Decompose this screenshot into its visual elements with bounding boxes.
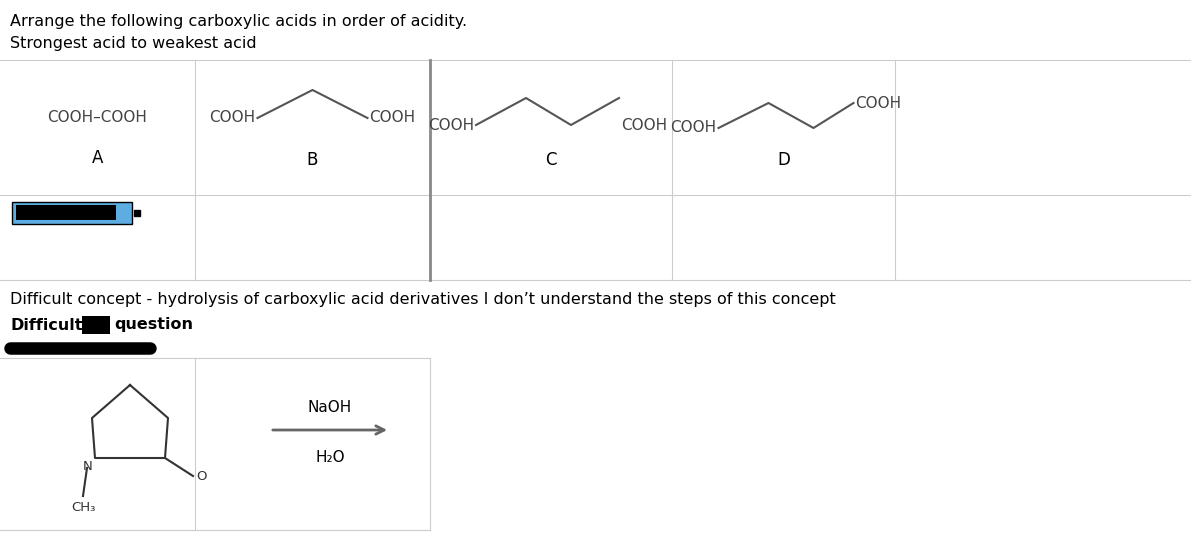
Text: Difficult: Difficult bbox=[10, 317, 83, 332]
Text: COOH: COOH bbox=[622, 117, 667, 132]
Text: B: B bbox=[307, 151, 318, 169]
Text: COOH: COOH bbox=[856, 95, 901, 110]
Text: NaOH: NaOH bbox=[308, 400, 352, 415]
Text: D: D bbox=[778, 151, 790, 169]
Text: O: O bbox=[196, 470, 206, 482]
Bar bbox=[12, 202, 132, 224]
Text: H₂O: H₂O bbox=[316, 450, 344, 465]
Text: COOH–COOH: COOH–COOH bbox=[48, 110, 148, 125]
Text: question: question bbox=[114, 317, 193, 332]
Text: CH₃: CH₃ bbox=[71, 501, 95, 514]
Bar bbox=[82, 316, 110, 334]
Text: C: C bbox=[545, 151, 557, 169]
Text: Arrange the following carboxylic acids in order of acidity.: Arrange the following carboxylic acids i… bbox=[10, 14, 467, 29]
Text: COOH: COOH bbox=[671, 121, 716, 136]
Text: COOH: COOH bbox=[209, 110, 256, 125]
Text: Strongest acid to weakest acid: Strongest acid to weakest acid bbox=[10, 36, 257, 51]
Text: A: A bbox=[92, 149, 103, 167]
Bar bbox=[16, 205, 116, 220]
Text: Difficult concept - hydrolysis of carboxylic acid derivatives I don’t understand: Difficult concept - hydrolysis of carbox… bbox=[10, 292, 835, 307]
Text: COOH: COOH bbox=[370, 110, 415, 125]
Text: COOH: COOH bbox=[428, 117, 474, 132]
Text: N: N bbox=[83, 460, 92, 473]
